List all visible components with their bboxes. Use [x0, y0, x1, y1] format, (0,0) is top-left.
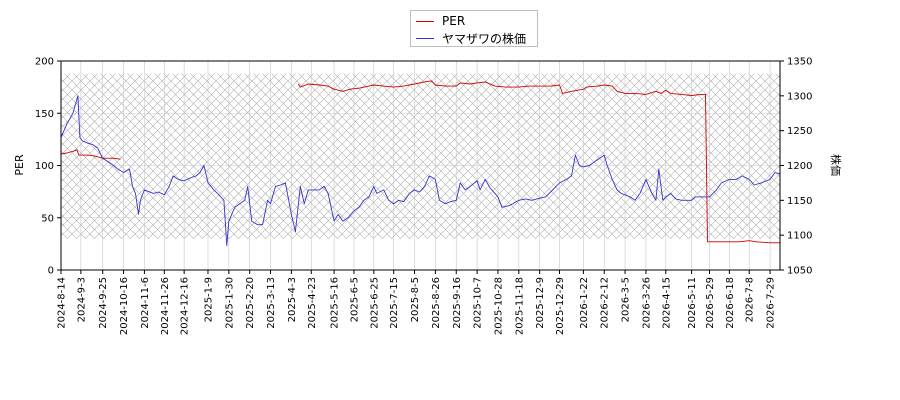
series-line-per	[61, 80, 780, 244]
x-tick-label: 2025-1-30	[224, 277, 235, 329]
x-tick-label: 2026-2-12	[600, 277, 611, 329]
x-tick-label: 2024-9-3	[76, 277, 87, 322]
x-tick-label: 2026-4-15	[661, 277, 672, 329]
x-tick-label: 2025-8-5	[410, 277, 421, 322]
x-tick-label: 2025-8-26	[431, 277, 442, 329]
y-right-tick-label: 1200	[787, 161, 812, 172]
x-tick-label: 2026-3-26	[641, 277, 652, 329]
x-tick-label: 2026-7-29	[766, 277, 777, 329]
series-line-stock-price	[61, 95, 780, 247]
y-left-tick-label: 0	[48, 266, 54, 277]
x-tick-label: 2024-12-16	[180, 277, 191, 335]
x-tick-label: 2025-10-7	[473, 277, 484, 329]
y-right-tick-label: 1050	[787, 266, 812, 277]
x-tick-label: 2026-5-29	[705, 277, 716, 329]
x-tick-label: 2025-3-13	[266, 277, 277, 329]
x-tick-label: 2026-5-11	[687, 277, 698, 329]
x-tick-label: 2025-7-15	[389, 277, 400, 329]
legend: PER ヤマザワの株価	[410, 10, 538, 47]
y-right-tick-label: 1100	[787, 231, 812, 242]
y-left-tick-label: 100	[35, 161, 54, 172]
x-tick-label: 2025-2-20	[245, 277, 256, 329]
x-tick-label: 2024-8-14	[57, 277, 68, 329]
y-right-tick-label: 1150	[787, 196, 812, 207]
x-tick-label: 2025-9-16	[452, 277, 463, 329]
x-tick-label: 2024-10-16	[119, 277, 130, 335]
x-tick-label: 2026-3-5	[621, 277, 632, 322]
y-left-tick-label: 200	[35, 57, 54, 68]
x-tick-label: 2025-12-29	[555, 277, 566, 335]
x-tick-label: 2026-6-18	[725, 277, 736, 329]
legend-swatch-per	[416, 20, 434, 22]
y-right-tick-label: 1250	[787, 126, 812, 137]
y-left-tick-label: 50	[41, 213, 54, 224]
x-tick-label: 2025-1-9	[203, 277, 214, 322]
x-tick-label: 2025-4-23	[307, 277, 318, 329]
legend-item-per: PER	[416, 13, 465, 29]
y-right-tick-label: 1300	[787, 91, 812, 102]
legend-label-per: PER	[442, 14, 466, 28]
y-left-axis-title: PER	[13, 154, 26, 176]
x-tick-label: 2025-11-18	[514, 277, 525, 335]
x-tick-label: 2025-6-25	[369, 277, 380, 329]
x-tick-label: 2025-10-28	[493, 277, 504, 335]
x-tick-label: 2024-11-6	[140, 277, 151, 329]
y-left-tick-label: 150	[35, 109, 54, 120]
x-tick-label: 2024-9-25	[98, 277, 109, 329]
x-tick-label: 2025-6-5	[349, 277, 360, 322]
x-tick-label: 2025-4-3	[287, 277, 298, 322]
x-tick-label: 2024-11-26	[160, 277, 171, 335]
y-right-axis-title: 株価	[829, 154, 843, 176]
legend-item-stock-price: ヤマザワの株価	[416, 30, 526, 46]
x-tick-label: 2025-12-9	[535, 277, 546, 329]
legend-label-stock-price: ヤマザワの株価	[442, 31, 527, 46]
x-tick-label: 2025-5-16	[330, 277, 341, 329]
hatched-band	[61, 73, 780, 239]
legend-swatch-stock-price	[416, 37, 434, 39]
y-right-tick-label: 1350	[787, 57, 812, 68]
x-tick-label: 2026-7-8	[745, 277, 756, 322]
x-tick-label: 2026-1-22	[579, 277, 590, 329]
